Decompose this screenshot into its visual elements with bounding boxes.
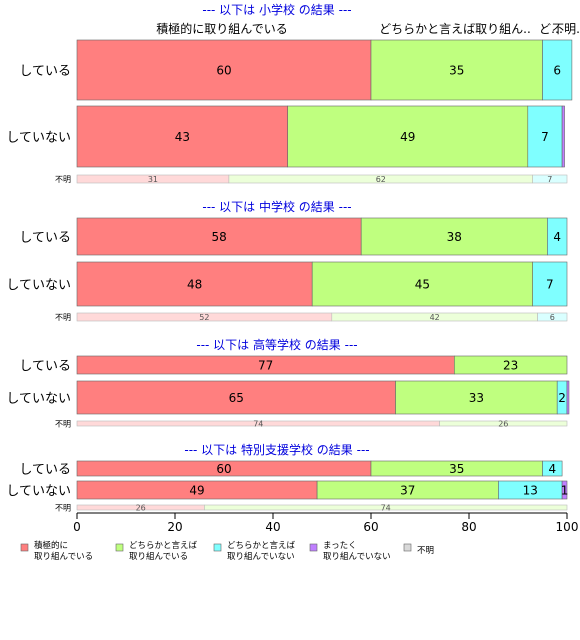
legend-label: 不明	[417, 546, 434, 556]
data-label: 42	[430, 313, 440, 322]
bar-segment	[204, 504, 568, 511]
data-label: 7	[541, 130, 549, 144]
data-label: 37	[400, 484, 415, 498]
data-label: 13	[523, 484, 538, 498]
bar-segment	[395, 380, 558, 415]
panel-title: --- 以下は 高等学校 の結果 ---	[196, 337, 357, 352]
bar-segment	[561, 105, 565, 168]
data-label: 4	[548, 462, 556, 476]
panel-title: --- 以下は 中学校 の結果 ---	[202, 199, 351, 214]
row-label: していない	[6, 278, 71, 293]
legend-label: どちらかと言えば	[227, 540, 296, 551]
legend-swatch	[309, 543, 318, 552]
x-tick-label: 20	[167, 520, 182, 534]
legend-swatch	[403, 543, 412, 552]
data-label: 6	[553, 64, 561, 78]
bar-segment	[287, 105, 529, 168]
data-label: 74	[253, 420, 263, 429]
data-label: 31	[148, 175, 158, 184]
bar-segment	[542, 460, 563, 477]
bar-segment	[76, 380, 396, 415]
row-label: 不明	[55, 420, 71, 429]
data-label: 43	[175, 130, 190, 144]
x-tick-label: 0	[73, 520, 81, 534]
bar-segment	[453, 355, 568, 375]
data-label: 74	[381, 504, 391, 513]
data-label: 77	[258, 359, 273, 373]
row-label: していない	[6, 392, 71, 407]
data-label: 1	[561, 484, 569, 498]
bar-segment	[76, 105, 288, 168]
data-label: 35	[449, 462, 464, 476]
data-label: 6	[550, 313, 555, 322]
bar-segment	[76, 217, 362, 256]
data-label: 7	[546, 278, 554, 292]
bar-segment	[547, 217, 568, 256]
data-label: 35	[449, 64, 464, 78]
bar-segment	[532, 261, 568, 307]
x-tick-label: 40	[265, 520, 280, 534]
bar-segment	[370, 39, 543, 101]
row-label: している	[19, 231, 71, 246]
data-label: 58	[211, 230, 226, 244]
legend-label: 取り組んでいない	[227, 551, 295, 562]
bar-segment	[542, 39, 573, 101]
row-label: 不明	[55, 175, 71, 184]
row-label: していない	[6, 131, 71, 146]
data-label: 52	[199, 313, 209, 322]
legend-swatch	[115, 543, 124, 552]
bar-segment	[439, 420, 568, 427]
row-label: 不明	[55, 313, 71, 322]
data-label: 38	[447, 230, 462, 244]
x-tick-label: 80	[461, 520, 476, 534]
bar-segment	[527, 105, 563, 168]
data-label: 45	[415, 278, 430, 292]
data-label: 7	[547, 175, 552, 184]
legend-label: どちらかと言えば	[129, 540, 198, 551]
column-header: ど…	[539, 22, 563, 36]
data-label: 60	[216, 64, 231, 78]
row-label: している	[19, 359, 71, 374]
panel-title: --- 以下は 小学校 の結果 ---	[202, 2, 351, 17]
row-label: していない	[6, 484, 71, 499]
data-label: 23	[503, 359, 518, 373]
row-label: 不明	[55, 504, 71, 513]
data-label: 49	[400, 130, 415, 144]
row-label: している	[19, 64, 71, 79]
legend-swatch	[20, 543, 29, 552]
row-label: している	[19, 463, 71, 478]
data-label: 49	[189, 484, 204, 498]
bar-segment	[566, 380, 570, 415]
column-header: 不明.	[552, 22, 580, 36]
bar-segment	[76, 261, 313, 307]
column-header: どちらかと言えば取り組ん..	[379, 22, 531, 36]
legend-label: まったく	[323, 541, 357, 551]
legend-label: 取り組んでいない	[323, 551, 391, 562]
data-label: 33	[469, 391, 484, 405]
bar-segment	[561, 480, 568, 500]
data-label: 65	[229, 391, 244, 405]
x-tick-label: 60	[363, 520, 378, 534]
panel-title: --- 以下は 特別支援学校 の結果 ---	[184, 442, 369, 457]
bar-segment	[360, 217, 548, 256]
data-label: 4	[553, 230, 561, 244]
legend-swatch	[213, 543, 222, 552]
bar-segment	[532, 174, 568, 184]
data-label: 62	[376, 175, 386, 184]
data-label: 48	[187, 278, 202, 292]
data-label: 60	[216, 462, 231, 476]
data-label: 26	[136, 504, 146, 513]
legend-label: 取り組んでいる	[129, 551, 188, 562]
data-label: 2	[558, 391, 566, 405]
legend-label: 積極的に	[34, 540, 68, 551]
data-label: 26	[498, 420, 508, 429]
legend-label: 取り組んでいる	[34, 551, 93, 562]
column-header: 積極的に取り組んでいる	[156, 21, 287, 36]
bar-segment	[311, 261, 534, 307]
x-tick-label: 100	[556, 520, 579, 534]
bar-segment	[537, 312, 568, 322]
